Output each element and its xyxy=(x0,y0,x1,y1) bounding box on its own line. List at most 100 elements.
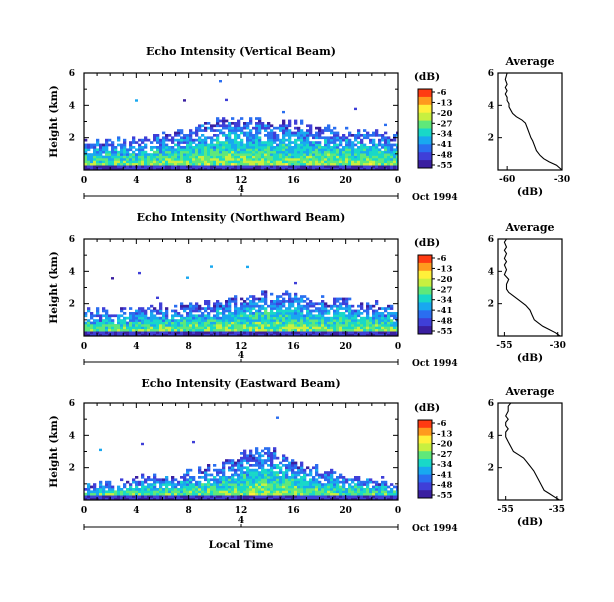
heatmap-cell xyxy=(291,155,295,159)
heatmap-cell xyxy=(117,138,121,142)
heatmap-cell xyxy=(273,302,277,306)
heatmap-cell xyxy=(252,488,256,491)
heatmap-cell xyxy=(93,331,97,334)
heatmap-cell xyxy=(375,316,379,320)
heatmap-cell xyxy=(159,490,163,494)
heatmap-cell xyxy=(243,160,247,164)
heatmap-cell xyxy=(384,495,388,498)
heatmap-cell xyxy=(210,143,214,147)
heatmap-cell xyxy=(150,319,154,322)
heatmap-cell xyxy=(273,307,277,310)
heatmap-cell xyxy=(96,321,100,325)
heatmap-cell xyxy=(90,492,94,496)
heatmap-cell xyxy=(342,333,346,336)
heatmap-cell xyxy=(138,331,142,334)
heatmap-cell xyxy=(105,146,109,149)
heatmap-cell xyxy=(393,153,397,156)
heatmap-cell xyxy=(237,485,241,489)
heatmap-cell xyxy=(186,324,190,327)
heatmap-cell xyxy=(318,492,322,496)
heatmap-cell xyxy=(165,488,169,491)
heatmap-cell xyxy=(129,490,133,494)
heatmap-cell xyxy=(294,324,298,327)
heatmap-cell xyxy=(336,495,340,498)
heatmap-cell xyxy=(216,473,220,477)
heatmap-cell xyxy=(264,307,268,310)
heatmap-cell xyxy=(327,143,331,147)
heatmap-cell xyxy=(228,321,232,325)
heatmap-cell xyxy=(90,331,94,334)
heatmap-cell xyxy=(315,148,319,152)
heatmap-cell xyxy=(396,324,398,327)
heatmap-cell xyxy=(96,495,100,498)
heatmap-cell xyxy=(381,324,385,327)
heatmap-cell xyxy=(261,304,265,308)
heatmap-cell xyxy=(192,326,196,330)
heatmap-cell xyxy=(192,497,196,500)
heatmap-cell xyxy=(258,162,262,166)
heatmap-cell xyxy=(219,148,223,152)
heatmap-cell xyxy=(291,153,295,156)
heatmap-cell xyxy=(249,495,253,498)
heatmap-cell xyxy=(129,316,133,320)
heatmap-cell xyxy=(291,158,295,161)
heatmap-cell xyxy=(243,497,247,500)
heatmap-cell xyxy=(159,167,163,170)
heatmap-cell xyxy=(348,321,352,325)
heatmap-cell xyxy=(138,158,142,161)
heatmap-cell xyxy=(105,143,109,147)
heatmap-cell xyxy=(255,124,259,128)
heatmap-cell xyxy=(243,485,247,489)
heatmap-cell xyxy=(168,488,172,491)
heatmap-cell xyxy=(396,488,398,491)
heatmap-cell xyxy=(189,160,193,164)
heatmap-cell xyxy=(99,483,103,486)
heatmap-cell xyxy=(150,321,154,325)
heatmap-cell xyxy=(93,148,97,152)
heatmap-cell xyxy=(270,304,274,308)
heatmap-cell xyxy=(273,480,277,484)
heatmap-cell xyxy=(345,141,349,144)
heatmap-cell xyxy=(267,324,271,327)
heatmap-cell xyxy=(372,319,376,322)
heatmap-cell xyxy=(162,497,166,500)
heatmap-cell xyxy=(285,143,289,147)
heatmap-cell xyxy=(228,459,232,462)
heatmap-cell xyxy=(135,483,139,486)
heatmap-cell xyxy=(360,160,364,164)
heatmap-cell xyxy=(198,309,202,313)
heatmap-cell xyxy=(273,141,277,144)
heatmap-cell xyxy=(105,153,109,156)
heatmap-cell xyxy=(192,165,196,168)
heatmap-cell xyxy=(204,316,208,320)
heatmap-cell xyxy=(294,471,298,474)
heatmap-cell xyxy=(228,495,232,498)
heatmap-cell xyxy=(366,134,370,137)
heatmap-cell xyxy=(279,302,283,306)
heatmap-cell xyxy=(84,488,88,491)
heatmap-cell xyxy=(135,492,139,496)
heatmap-cell xyxy=(198,314,202,318)
heatmap-cell xyxy=(360,495,364,498)
heatmap-cell xyxy=(339,485,343,489)
heatmap-cell xyxy=(291,473,295,477)
heatmap-cell xyxy=(228,497,232,500)
heatmap-cell xyxy=(180,488,184,491)
heatmap-cell xyxy=(306,134,310,137)
heatmap-cell xyxy=(225,316,229,320)
heatmap-cell xyxy=(102,150,106,154)
heatmap-cell xyxy=(135,326,139,330)
heatmap-cell xyxy=(117,495,121,498)
heatmap-cell xyxy=(306,328,310,332)
heatmap-cell xyxy=(330,492,334,496)
heatmap-cell xyxy=(96,331,100,334)
heatmap-cell xyxy=(258,146,262,149)
heatmap-cell xyxy=(96,143,100,147)
heatmap-cell xyxy=(180,326,184,330)
heatmap-cell xyxy=(120,314,124,318)
heatmap-cell xyxy=(168,328,172,332)
heatmap-cell xyxy=(249,456,253,460)
heatmap-cell xyxy=(231,146,235,149)
heatmap-cell xyxy=(204,307,208,310)
heatmap-cell xyxy=(207,312,211,315)
